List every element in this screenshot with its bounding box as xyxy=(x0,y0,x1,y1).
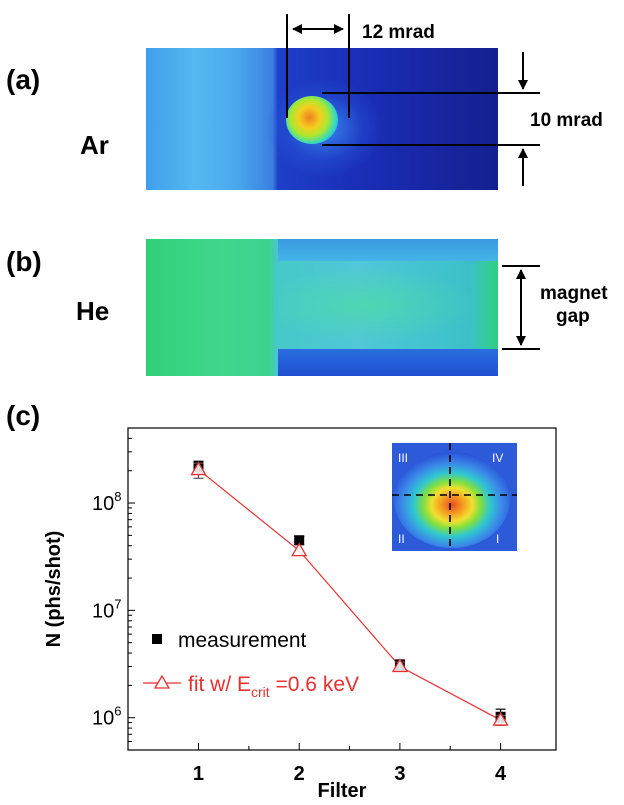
plot-frame xyxy=(127,427,557,751)
legend-measurement-marker xyxy=(152,634,162,644)
magnet-gap-label-line2: gap xyxy=(556,306,590,327)
helium-beam-image xyxy=(146,239,498,376)
magnet-gap-label-line1: magnet xyxy=(540,283,608,304)
flux-chart: 106 107 108 1 2 3 4 Filter N (phs/shot) measureme… xyxy=(43,427,557,802)
upper-magnet-band xyxy=(278,239,498,261)
y-tick-label-2: 108 xyxy=(92,489,121,515)
y-axis-ticks xyxy=(128,427,135,751)
he-label: He xyxy=(76,296,110,326)
panel-a-label: (a) xyxy=(6,64,41,95)
inset-quadrant-I: I xyxy=(496,532,499,546)
x-tick-label-4: 4 xyxy=(495,763,507,785)
measurement-point-2 xyxy=(294,535,305,546)
x-tick-label-2: 2 xyxy=(294,763,305,785)
legend-fit-label: fit w/ Ecrit =0.6 keV xyxy=(188,673,359,700)
y-tick-label-1: 107 xyxy=(92,596,121,622)
horizontal-dimension-marker xyxy=(286,14,350,118)
x-axis-label: Filter xyxy=(318,780,367,802)
inset-quadrant-III: III xyxy=(398,451,408,465)
fit-point-3 xyxy=(391,658,409,673)
magnet-gap-marker xyxy=(502,265,540,350)
inset-beam-spot xyxy=(394,452,510,548)
vertical-dimension-marker xyxy=(322,52,540,186)
fit-point-1 xyxy=(190,461,207,476)
vertical-divergence-label: 10 mrad xyxy=(530,110,603,131)
lower-magnet-band xyxy=(278,349,498,376)
x-tick-label-1: 1 xyxy=(193,763,204,785)
horizontal-divergence-label: 12 mrad xyxy=(362,22,435,43)
inset-quadrant-IV: IV xyxy=(492,451,503,465)
y-axis-label: N (phs/shot) xyxy=(43,531,65,648)
legend-fit-marker xyxy=(153,674,171,689)
fit-point-2 xyxy=(291,542,308,557)
beam-spot xyxy=(286,96,338,144)
argon-beam-image xyxy=(146,48,498,190)
legend-measurement-label: measurement xyxy=(178,629,307,652)
legend: measurement fit w/ Ecrit =0.6 keV xyxy=(143,629,359,700)
fit-line xyxy=(198,469,501,721)
panel-b-label: (b) xyxy=(6,246,42,277)
y-tick-label-0: 106 xyxy=(92,704,121,730)
inset-quadrant-II: II xyxy=(398,532,405,546)
panel-c-label: (c) xyxy=(6,400,41,431)
x-tick-label-3: 3 xyxy=(394,763,405,785)
fit-point-4 xyxy=(492,711,509,726)
ar-label: Ar xyxy=(80,130,109,160)
